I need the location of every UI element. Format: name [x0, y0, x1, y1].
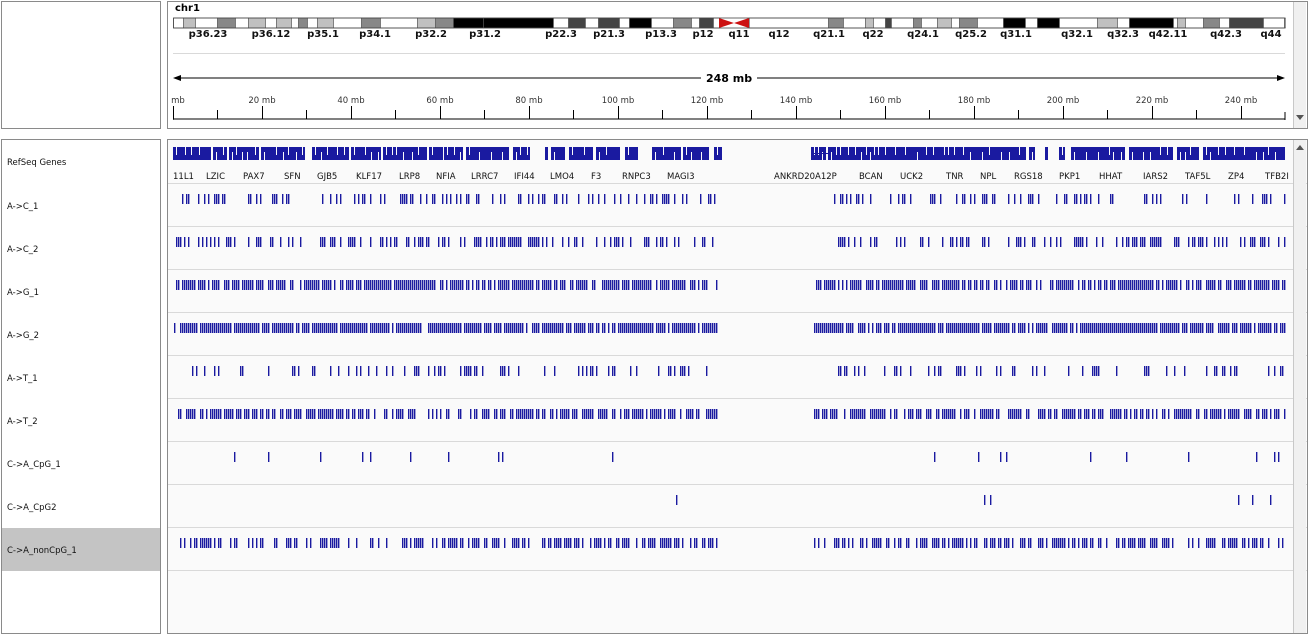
gene-label[interactable]: IFI44: [514, 172, 535, 182]
track-name-a-c-1[interactable]: A->C_1: [7, 202, 39, 212]
ruler-tick-label: 120 mb: [690, 96, 724, 106]
gene-label[interactable]: MAGI3: [667, 172, 695, 182]
track-separator: [168, 570, 1307, 571]
track-separator: [168, 398, 1307, 399]
chromosome-label: chr1: [175, 3, 200, 14]
track-name-c-a-noncpg-1[interactable]: C->A_nonCpG_1: [7, 546, 77, 556]
track-name-c-a-cpg2[interactable]: C->A_CpG2: [7, 503, 57, 513]
gene-label[interactable]: TAF5L: [1185, 172, 1211, 182]
gene-label[interactable]: TFB2I: [1265, 172, 1289, 182]
cytoband-label: p13.3: [645, 29, 677, 40]
gene-label[interactable]: UCK2: [900, 172, 924, 182]
gene-label[interactable]: PKP1: [1059, 172, 1081, 182]
gene-label[interactable]: NFIA: [436, 172, 456, 182]
cytoband-label: q42.3: [1210, 29, 1242, 40]
cytoband-label: p31.2: [469, 29, 501, 40]
track-name-a-c-2[interactable]: A->C_2: [7, 245, 39, 255]
gene-label[interactable]: ANKRD20A12P: [774, 172, 837, 182]
header-panel: chr1 p36.23 p36.12 p35.1 p34.1 p32.2 p31.2 p22…: [167, 1, 1308, 129]
track-separator: [168, 527, 1307, 528]
ruler-tick-label: 160 mb: [868, 96, 902, 106]
ruler-tick-label: 60 mb: [426, 96, 454, 106]
ruler-tick-label: 200 mb: [1046, 96, 1080, 106]
refseq-genes-track[interactable]: [173, 144, 1289, 164]
cytoband-label: p22.3: [545, 29, 577, 40]
header-divider: [173, 53, 1285, 54]
ruler[interactable]: [173, 106, 1289, 120]
gene-label[interactable]: IARS2: [1143, 172, 1169, 182]
track-name-c-a-cpg-1[interactable]: C->A_CpG_1: [7, 460, 61, 470]
header-scrollbar[interactable]: [1293, 2, 1306, 128]
ruler-tick-label: mb: [171, 96, 185, 106]
ruler-tick-label: 100 mb: [601, 96, 635, 106]
scroll-up-arrow-icon[interactable]: [1296, 145, 1304, 150]
gene-label[interactable]: GJB5: [317, 172, 338, 182]
cytoband-label: q31.1: [1000, 29, 1032, 40]
track-separator: [168, 484, 1307, 485]
cytoband-label: p32.2: [415, 29, 447, 40]
gene-label[interactable]: RNPC3: [622, 172, 651, 182]
gene-label[interactable]: LMO4: [550, 172, 575, 182]
cytoband-label: p36.23: [188, 29, 228, 40]
track-separator: [168, 312, 1307, 313]
gene-label[interactable]: ZP4: [1228, 172, 1245, 182]
track-separator: [168, 269, 1307, 270]
track-name-a-t-1[interactable]: A->T_1: [7, 374, 38, 384]
ruler-tick-label: 240 mb: [1224, 96, 1258, 106]
gene-label[interactable]: LRRC7: [471, 172, 499, 182]
cytoband-label: q32.3: [1107, 29, 1139, 40]
cytoband-label: q22: [862, 29, 884, 40]
chromosome-ideogram[interactable]: [173, 17, 1293, 31]
track-separator: [168, 226, 1307, 227]
cytoband-label: p36.12: [251, 29, 291, 40]
gene-label[interactable]: LRP8: [399, 172, 421, 182]
track-separator: [168, 355, 1307, 356]
ruler-tick-label: 220 mb: [1135, 96, 1169, 106]
gene-label[interactable]: LZIC: [206, 172, 226, 182]
gene-label[interactable]: BCAN: [859, 172, 883, 182]
scroll-down-arrow-icon[interactable]: [1296, 115, 1304, 120]
header-name-panel: [1, 1, 161, 129]
track-name-a-g-2[interactable]: A->G_2: [7, 331, 40, 341]
gene-label[interactable]: RGS18: [1014, 172, 1043, 182]
gene-label[interactable]: SFN: [284, 172, 301, 182]
cytoband-label: q12: [768, 29, 790, 40]
span-label: 248 mb: [701, 72, 758, 85]
cytoband-label: q44: [1260, 29, 1282, 40]
ruler-tick-label: 80 mb: [515, 96, 543, 106]
cytoband-label: p12: [692, 29, 714, 40]
gene-label[interactable]: 11L1: [173, 172, 194, 182]
ruler-tick-label: 180 mb: [957, 96, 991, 106]
gene-label[interactable]: TNR: [946, 172, 964, 182]
data-panel: 11L1 LZIC PAX7 SFN GJB5 KLF17 LRP8 NFIA LRRC7 IFI…: [167, 139, 1308, 634]
track-name-a-g-1[interactable]: A->G_1: [7, 288, 40, 298]
track-name-a-t-2[interactable]: A->T_2: [7, 417, 38, 427]
selected-row-highlight: [2, 528, 160, 571]
track-name-panel: RefSeq Genes A->C_1 A->C_2 A->G_1 A->G_2 A->T…: [1, 139, 161, 634]
gene-label[interactable]: NPL: [980, 172, 997, 182]
cytoband-label: p21.3: [593, 29, 625, 40]
ruler-tick-label: 140 mb: [779, 96, 813, 106]
cytoband-label: q25.2: [955, 29, 987, 40]
cytoband-label: q21.1: [813, 29, 845, 40]
gene-label[interactable]: F3: [591, 172, 602, 182]
cytoband-label: q24.1: [907, 29, 939, 40]
cytoband-label: q42.11: [1148, 29, 1188, 40]
ruler-tick-label: 20 mb: [248, 96, 276, 106]
track-separator: [168, 441, 1307, 442]
gene-label[interactable]: PAX7: [243, 172, 265, 182]
cytoband-label: p34.1: [359, 29, 391, 40]
mutation-tracks[interactable]: [173, 184, 1289, 584]
cytoband-label: p35.1: [307, 29, 339, 40]
gene-label[interactable]: KLF17: [356, 172, 383, 182]
track-separator: [168, 183, 1307, 184]
data-scrollbar[interactable]: [1293, 140, 1306, 633]
track-name-refseq-genes[interactable]: RefSeq Genes: [7, 158, 67, 168]
cytoband-label: q11: [728, 29, 750, 40]
cytoband-label: q32.1: [1061, 29, 1093, 40]
ruler-tick-label: 40 mb: [337, 96, 365, 106]
gene-label[interactable]: HHAT: [1099, 172, 1123, 182]
